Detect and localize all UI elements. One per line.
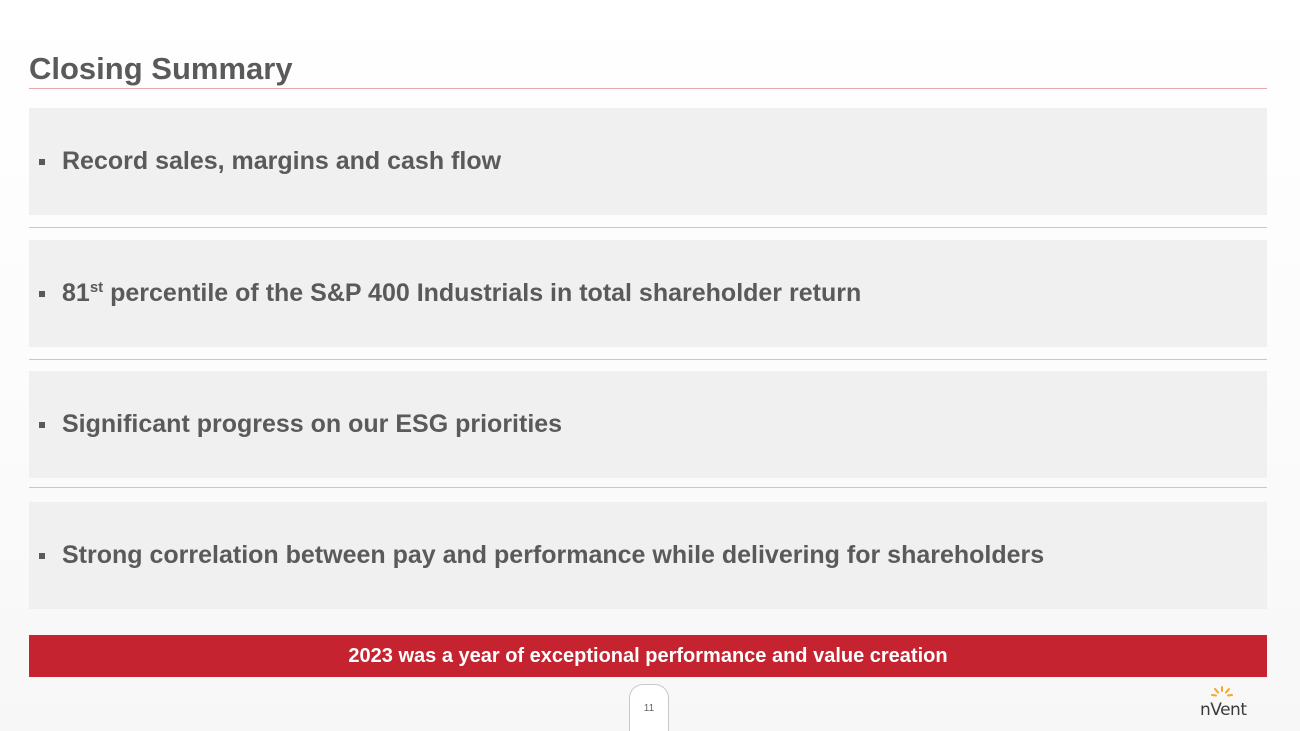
nvent-logo: nVent	[1196, 686, 1256, 722]
bullet-text-main: Strong correlation between pay and perfo…	[62, 541, 1045, 569]
square-bullet-icon	[39, 552, 45, 559]
bullet-text-rest: percentile of the S&P 400 Industrials in…	[103, 279, 862, 307]
bullet-row: Record sales, margins and cash flow	[29, 108, 501, 215]
bullet-text-main: 81	[62, 279, 90, 307]
page-title: Closing Summary	[29, 51, 293, 86]
bullet-divider	[29, 487, 1267, 488]
logo-text: nVent	[1200, 700, 1247, 720]
bullet-row: Strong correlation between pay and perfo…	[29, 502, 1044, 609]
square-bullet-icon	[39, 158, 45, 165]
bullet-superscript: st	[89, 279, 104, 296]
bullet-row: 81st percentile of the S&P 400 Industria…	[29, 240, 861, 347]
summary-banner: 2023 was a year of exceptional performan…	[29, 635, 1267, 677]
bullet-text: Significant progress on our ESG prioriti…	[62, 410, 562, 439]
bullet-box-3: Significant progress on our ESG prioriti…	[29, 371, 1267, 478]
bullet-box-1: Record sales, margins and cash flow	[29, 108, 1267, 215]
bullet-text-main: Significant progress on our ESG prioriti…	[62, 410, 563, 438]
square-bullet-icon	[39, 421, 45, 428]
bullet-divider	[29, 227, 1267, 228]
square-bullet-icon	[39, 290, 45, 297]
page-number-tab: 11	[629, 684, 669, 731]
bullet-text: 81st percentile of the S&P 400 Industria…	[62, 279, 861, 308]
title-divider	[29, 88, 1267, 89]
bullet-text: Strong correlation between pay and perfo…	[62, 541, 1044, 570]
sunburst-icon	[1211, 686, 1233, 697]
bullet-row: Significant progress on our ESG prioriti…	[29, 371, 562, 478]
bullet-box-2: 81st percentile of the S&P 400 Industria…	[29, 240, 1267, 347]
bullet-text-main: Record sales, margins and cash flow	[62, 147, 502, 175]
page-number: 11	[643, 703, 655, 714]
bullet-box-4: Strong correlation between pay and perfo…	[29, 502, 1267, 609]
bullet-text: Record sales, margins and cash flow	[62, 147, 501, 176]
bullet-divider	[29, 359, 1267, 360]
